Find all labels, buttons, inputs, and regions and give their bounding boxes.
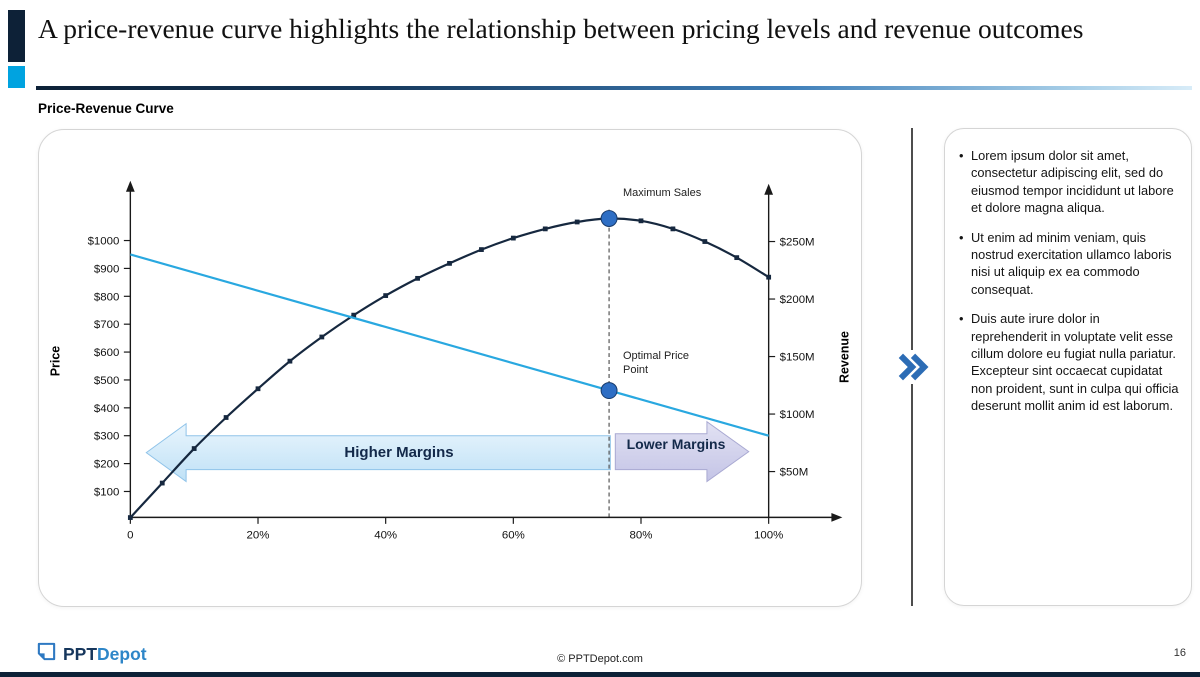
- y-left-tick-label: $700: [94, 319, 119, 331]
- logo-text-suffix: Depot: [97, 643, 147, 664]
- revenue-curve-marker: [766, 274, 772, 280]
- revenue-curve-marker: [734, 255, 740, 261]
- y-left-tick-label: $500: [94, 375, 119, 387]
- revenue-curve-marker: [447, 260, 452, 266]
- chart-card: $100 $200 $300 $400 $500 $600 $700 $800 $900 $100…: [38, 129, 862, 607]
- maximum-sales-point: [600, 210, 618, 227]
- revenue-curve-marker: [255, 386, 261, 392]
- annotation-optimal-price-point: Optimal Price Point: [623, 350, 690, 376]
- price-line: [130, 253, 769, 437]
- revenue-curve-marker: [319, 334, 325, 340]
- y-right-tick-label: $50M: [780, 467, 809, 479]
- page-number: 16: [1173, 647, 1186, 659]
- double-chevron-icon: [895, 350, 931, 384]
- x-tick-label: 40%: [374, 529, 397, 541]
- revenue-curve-marker: [287, 358, 293, 364]
- title-accent-blue: [8, 66, 25, 88]
- revenue-curve-marker: [127, 515, 133, 520]
- x-tick-label: 20%: [247, 529, 270, 541]
- bullet-item: Duis aute irure dolor in reprehenderit i…: [959, 310, 1179, 414]
- x-tick-label: 80%: [630, 529, 653, 541]
- x-tick-label: 0: [127, 529, 133, 541]
- y-right-tick-label: $150M: [780, 352, 815, 364]
- y-left-tick-label: $1000: [88, 236, 120, 248]
- lower-margins-arrow: [614, 420, 750, 483]
- higher-margins-arrow: [145, 422, 611, 483]
- logo-text: PPTDepot: [63, 644, 147, 665]
- revenue-curve-marker: [510, 235, 516, 241]
- higher-margins-label: Higher Margins: [344, 444, 454, 461]
- revenue-curve-marker: [702, 239, 708, 244]
- price-revenue-chart: $100 $200 $300 $400 $500 $600 $700 $800 $900 $100…: [49, 180, 851, 541]
- revenue-curve-marker: [638, 218, 644, 224]
- y-left-tick-label: $900: [94, 263, 119, 275]
- revenue-curve-marker: [351, 312, 357, 318]
- optimal-price-point: [600, 382, 618, 400]
- revenue-curve-marker: [415, 275, 420, 281]
- pptdepot-logo-icon: [36, 641, 57, 667]
- annotation-maximum-sales: Maximum Sales: [623, 187, 702, 199]
- revenue-curve-marker: [542, 226, 548, 232]
- x-tick-label: 60%: [502, 529, 525, 541]
- price-axis-title: Price: [49, 346, 63, 377]
- revenue-curve-marker: [479, 247, 484, 252]
- revenue-curve-marker: [159, 480, 165, 486]
- bullet-item: Lorem ipsum dolor sit amet, consectetur …: [959, 147, 1179, 217]
- pptdepot-logo: PPTDepot: [36, 642, 147, 666]
- y-right-tick-label: $200M: [780, 294, 815, 306]
- revenue-curve-marker: [670, 226, 676, 232]
- copyright-text: © PPTDepot.com: [557, 653, 643, 665]
- y-right-tick-label: $100M: [780, 409, 815, 421]
- revenue-curve-marker: [191, 446, 197, 451]
- y-left-tick-label: $800: [94, 291, 119, 303]
- lower-margins-label: Lower Margins: [626, 436, 726, 452]
- y-left-tick-label: $200: [94, 459, 119, 471]
- y-left-tick-label: $300: [94, 431, 119, 443]
- revenue-curve-marker: [383, 293, 389, 298]
- slide-title: A price-revenue curve highlights the rel…: [38, 13, 1084, 44]
- x-axis-arrow: [831, 512, 843, 522]
- y-right-tick-label: $250M: [780, 237, 815, 249]
- title-accent-dark: [8, 10, 25, 62]
- revenue-axis-arrow: [764, 183, 774, 195]
- y-left-tick-label: $400: [94, 403, 119, 415]
- x-tick-label: 100%: [754, 529, 783, 541]
- bullet-list: Lorem ipsum dolor sit amet, consectetur …: [959, 147, 1179, 414]
- logo-text-prefix: PPT: [63, 643, 98, 664]
- y-left-tick-label: $100: [94, 486, 119, 498]
- price-axis-arrow: [125, 180, 135, 192]
- section-label: Price-Revenue Curve: [38, 101, 174, 116]
- revenue-axis-title: Revenue: [837, 331, 851, 383]
- y-left-tick-label: $600: [94, 347, 119, 359]
- notes-card: Lorem ipsum dolor sit amet, consectetur …: [944, 128, 1192, 606]
- title-rule: [36, 86, 1192, 90]
- bullet-item: Ut enim ad minim veniam, quis nostrud ex…: [959, 229, 1179, 299]
- revenue-curve-marker: [223, 415, 229, 420]
- bottom-accent-bar: [0, 672, 1200, 677]
- revenue-curve-marker: [574, 219, 580, 225]
